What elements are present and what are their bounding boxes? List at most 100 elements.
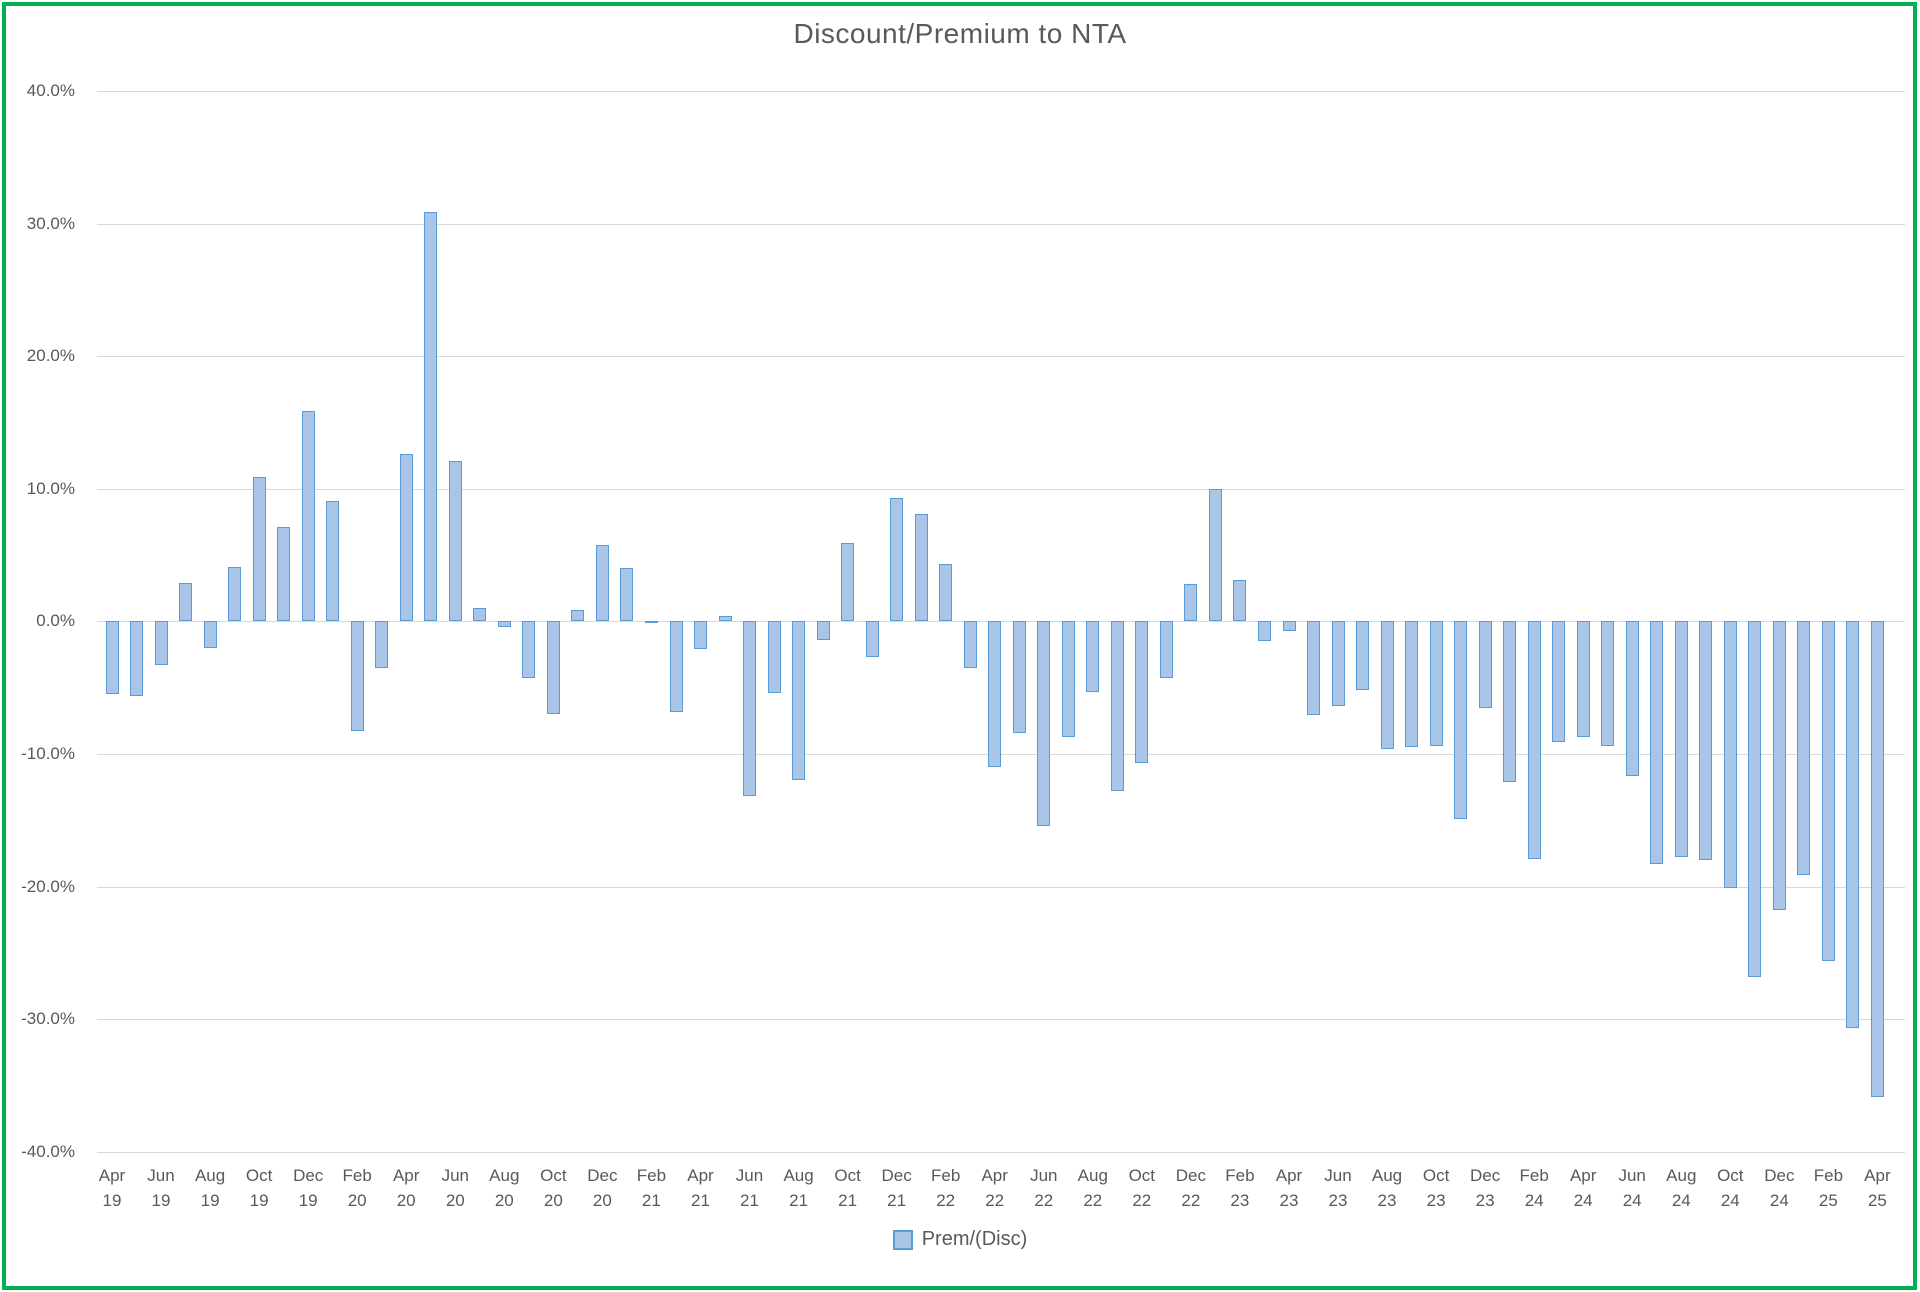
bar-mar-21	[669, 621, 683, 712]
bar-may-21	[718, 616, 732, 622]
bar-nov-19	[277, 527, 291, 622]
bar-apr-19	[105, 621, 119, 695]
bar-jan-22	[914, 514, 928, 622]
bar-feb-20	[350, 621, 364, 732]
bar-may-20	[424, 211, 438, 622]
chart-title: Discount/Premium to NTA	[793, 18, 1127, 49]
bar-apr-22	[988, 621, 1002, 768]
bar-jan-24	[1503, 621, 1517, 782]
bar-oct-21	[841, 543, 855, 622]
y-tick-label: -40.0%	[21, 1141, 75, 1161]
bar-feb-23	[1233, 580, 1247, 622]
y-tick-label: -10.0%	[21, 744, 75, 763]
bar-jul-21	[767, 621, 781, 693]
legend: Prem/(Disc)	[0, 1228, 1920, 1251]
x-tick-label: Apr 21	[687, 1166, 714, 1210]
bar-dec-24	[1772, 621, 1786, 911]
x-tick-label: Oct 24	[1717, 1166, 1744, 1210]
bar-aug-21	[792, 621, 806, 781]
y-tick-label: 30.0%	[26, 213, 75, 233]
x-tick-label: Dec 22	[1175, 1166, 1207, 1210]
legend-swatch-icon	[892, 1229, 913, 1250]
bar-mar-23	[1257, 621, 1271, 642]
bar-mar-25	[1846, 621, 1860, 1029]
bar-sep-23	[1405, 621, 1419, 748]
bar-nov-24	[1748, 621, 1762, 977]
x-tick-label: Dec 21	[881, 1166, 912, 1210]
bar-may-19	[130, 621, 143, 696]
bar-feb-24	[1527, 621, 1541, 859]
bar-jul-19	[179, 582, 193, 622]
bar-jul-24	[1650, 621, 1664, 865]
bar-mar-20	[375, 621, 389, 668]
bar-oct-19	[252, 476, 266, 622]
bar-sep-24	[1699, 621, 1713, 861]
x-tick-label: Oct 21	[834, 1166, 861, 1210]
x-tick-label: Feb 23	[1225, 1166, 1255, 1210]
bar-jul-23	[1356, 621, 1369, 691]
bar-jan-20	[326, 500, 340, 622]
bar-dec-20	[595, 544, 609, 622]
legend-label: Prem/(Disc)	[921, 1228, 1028, 1250]
x-tick-label: Aug 24	[1666, 1166, 1697, 1210]
bar-dec-19	[301, 410, 315, 622]
bar-aug-19	[203, 621, 217, 648]
bar-jul-22	[1061, 621, 1075, 737]
x-tick-label: Aug 21	[783, 1166, 814, 1210]
x-tick-label: Aug 23	[1371, 1166, 1403, 1210]
bar-apr-20	[399, 454, 413, 622]
bar-jun-19	[154, 621, 168, 666]
x-tick-label: Apr 19	[98, 1166, 126, 1210]
bar-jul-20	[473, 608, 487, 622]
x-tick-label: Dec 23	[1469, 1166, 1501, 1210]
x-tick-label: Apr 22	[981, 1166, 1008, 1210]
bar-apr-21	[694, 621, 707, 650]
bar-dec-21	[890, 498, 904, 622]
x-tick-label: Feb 22	[931, 1166, 961, 1210]
gridline	[97, 1019, 1905, 1021]
x-tick-label: Apr 25	[1864, 1166, 1891, 1210]
x-tick-label: Aug 20	[489, 1166, 520, 1210]
x-tick-label: Aug 22	[1077, 1166, 1108, 1210]
x-tick-label: Apr 23	[1275, 1166, 1303, 1210]
x-tick-label: Jun 19	[147, 1166, 175, 1210]
bar-jun-24	[1625, 621, 1639, 777]
bar-sep-20	[522, 621, 536, 679]
bar-feb-22	[939, 564, 953, 622]
bar-may-22	[1012, 621, 1026, 733]
x-tick-label: Jun 22	[1030, 1166, 1058, 1210]
x-tick-label: Dec 24	[1764, 1166, 1795, 1210]
x-tick-label: Feb 24	[1519, 1166, 1549, 1210]
x-tick-label: Dec 19	[293, 1166, 324, 1210]
bar-apr-25	[1870, 621, 1884, 1098]
bar-oct-24	[1723, 621, 1737, 888]
bar-jan-23	[1208, 488, 1222, 622]
x-tick-label: Aug 19	[194, 1166, 226, 1210]
bar-jun-21	[743, 621, 756, 797]
bar-jan-25	[1797, 621, 1811, 875]
bar-oct-20	[546, 621, 560, 715]
bar-nov-22	[1159, 621, 1173, 679]
y-tick-label: -30.0%	[21, 1009, 75, 1029]
x-tick-label: Feb 21	[636, 1166, 667, 1210]
x-tick-label: Oct 23	[1422, 1166, 1450, 1210]
bar-aug-23	[1380, 621, 1394, 749]
gridline	[97, 1151, 1905, 1153]
y-tick-label: 10.0%	[26, 478, 75, 498]
x-tick-label: Jun 21	[735, 1166, 764, 1210]
bar-mar-24	[1552, 621, 1566, 743]
gridline	[97, 91, 1905, 92]
bar-may-24	[1601, 621, 1615, 746]
bar-oct-22	[1135, 621, 1149, 764]
x-tick-label: Apr 24	[1569, 1166, 1597, 1210]
x-tick-label: Oct 22	[1128, 1166, 1156, 1210]
x-tick-label: Dec 20	[587, 1166, 618, 1210]
bar-jan-21	[620, 568, 634, 622]
x-tick-label: Feb 25	[1813, 1166, 1844, 1210]
bar-feb-21	[644, 621, 658, 624]
bar-aug-20	[497, 621, 511, 627]
gridline	[97, 223, 1905, 225]
bar-apr-23	[1282, 621, 1296, 631]
x-tick-label: Oct 19	[245, 1166, 273, 1210]
